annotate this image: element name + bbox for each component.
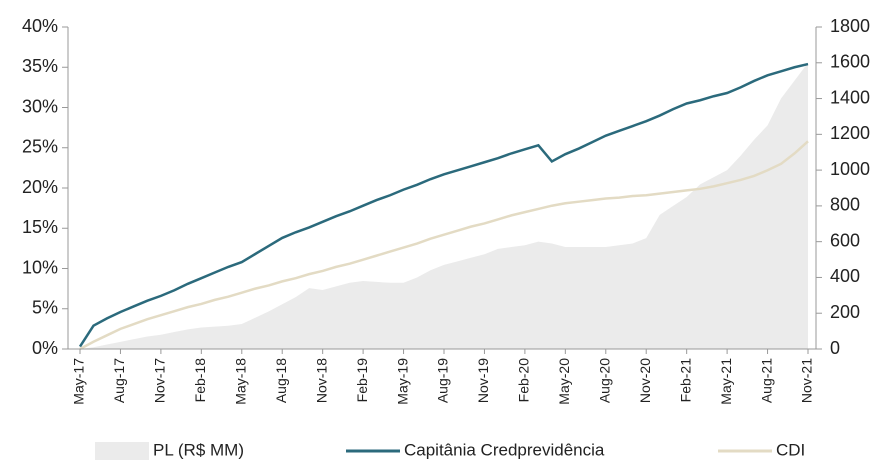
x-tick-label: Nov-18 [313, 358, 329, 403]
x-tick-label: May-19 [394, 358, 410, 405]
x-tick-label: Aug-18 [273, 358, 289, 403]
y-tick-label: 35% [22, 56, 58, 76]
y2-tick-label: 800 [830, 195, 860, 215]
x-tick-label: Feb-21 [677, 358, 693, 403]
x-tick-label: Feb-19 [354, 358, 370, 403]
y-tick-label: 0% [32, 338, 58, 358]
x-tick-label: Nov-17 [152, 358, 168, 403]
legend-swatch [95, 442, 149, 460]
y2-tick-label: 600 [830, 230, 860, 250]
x-tick-label: Aug-21 [758, 358, 774, 403]
legend-label: CDI [776, 440, 805, 459]
y-tick-label: 25% [22, 137, 58, 157]
x-tick-label: Feb-18 [192, 358, 208, 403]
y-tick-label: 20% [22, 177, 58, 197]
y2-tick-label: 1800 [830, 16, 870, 36]
y2-tick-label: 0 [830, 338, 840, 358]
line [79, 140, 809, 351]
x-tick-label: May-18 [232, 358, 248, 405]
x-tick-label: Nov-21 [799, 358, 815, 403]
y-tick-label: 5% [32, 298, 58, 318]
y2-tick-label: 1200 [830, 123, 870, 143]
legend-label: PL (R$ MM) [153, 440, 244, 459]
x-tick-label: May-20 [556, 358, 572, 405]
x-tick-label: Aug-17 [111, 358, 127, 403]
x-tick-label: Aug-19 [435, 358, 451, 403]
x-tick-label: Aug-20 [596, 358, 612, 403]
y-tick-label: 10% [22, 257, 58, 277]
y2-tick-label: 200 [830, 302, 860, 322]
x-tick-label: Nov-20 [637, 358, 653, 403]
y-tick-label: 15% [22, 217, 58, 237]
y2-tick-label: 1600 [830, 52, 870, 72]
area [80, 62, 808, 350]
y-tick-label: 40% [22, 16, 58, 36]
x-tick-label: Feb-20 [516, 358, 532, 403]
x-tick-label: May-17 [71, 358, 87, 405]
y2-tick-label: 1400 [830, 87, 870, 107]
x-tick-label: May-21 [718, 358, 734, 405]
y2-tick-label: 1000 [830, 159, 870, 179]
line [78, 62, 809, 348]
y2-tick-label: 400 [830, 266, 860, 286]
legend-label: Capitânia Credprevidência [404, 440, 605, 459]
x-tick-label: Nov-19 [475, 358, 491, 403]
y-tick-label: 30% [22, 96, 58, 116]
